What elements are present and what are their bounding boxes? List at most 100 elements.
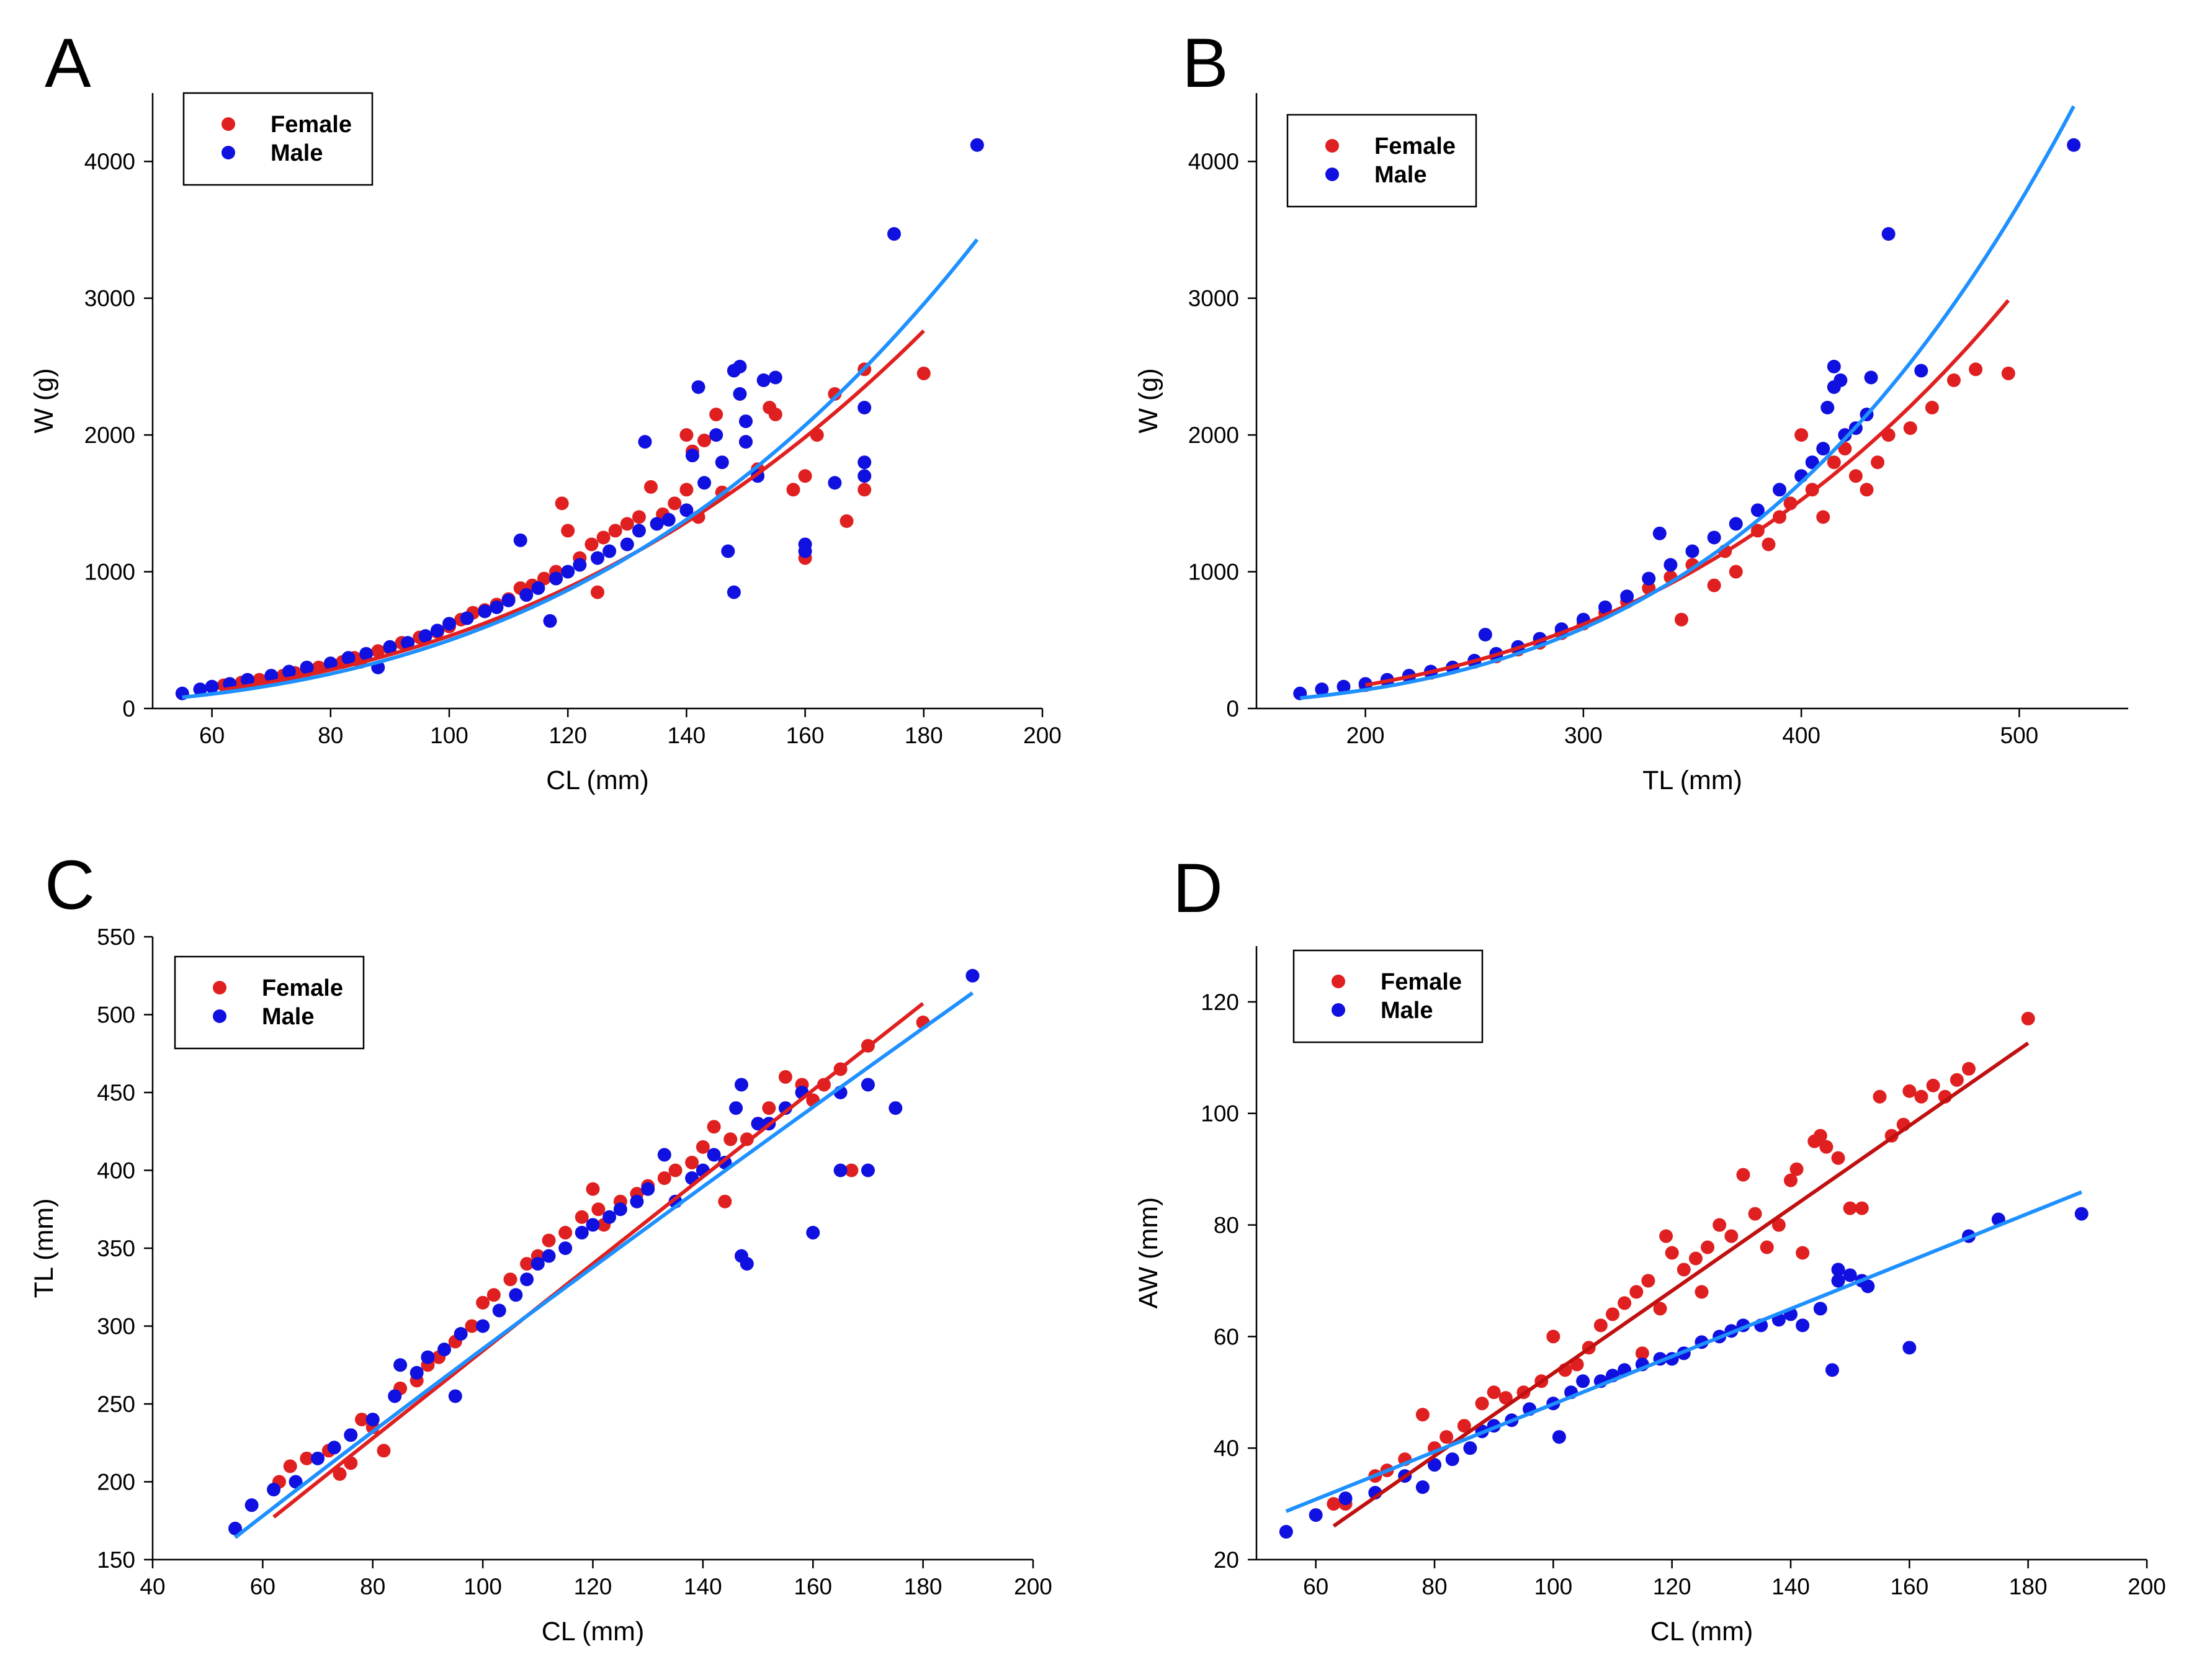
data-point-male <box>721 544 735 558</box>
data-point-female <box>1947 373 1961 387</box>
data-point-male <box>740 1257 754 1271</box>
data-point-male <box>707 1148 721 1162</box>
y-tick-label: 500 <box>97 1003 135 1028</box>
data-point-male <box>602 544 617 558</box>
x-tick-label: 60 <box>199 723 225 748</box>
fit-line-female <box>1332 1041 2030 1528</box>
data-point-female <box>591 585 604 599</box>
data-point-male <box>970 138 984 152</box>
x-tick-label: 500 <box>2000 723 2039 748</box>
panel-a: A60 80 100 120 140 160 180 20001000200030004000… <box>29 24 1062 795</box>
x-axis-title: CL (mm) <box>546 766 649 795</box>
data-point-female <box>1914 1089 1928 1104</box>
data-point-female <box>1707 578 1721 592</box>
data-point-female <box>1796 1246 1810 1260</box>
legend: Female Male <box>1286 114 1477 208</box>
data-point-male <box>359 646 374 661</box>
data-point-female <box>679 428 694 442</box>
fit-line-female <box>1365 299 2010 687</box>
data-point-male <box>1827 359 1841 373</box>
data-point-male <box>1831 1262 1845 1277</box>
panel-label: A <box>45 24 91 102</box>
series-female <box>1358 362 2015 692</box>
data-point-male <box>1861 1279 1875 1294</box>
data-point-male <box>697 476 712 490</box>
data-point-male <box>573 558 587 572</box>
data-point-male <box>798 537 812 552</box>
data-point-male <box>282 664 296 679</box>
data-point-female <box>486 1288 501 1302</box>
x-tick-label: 100 <box>1534 1574 1572 1599</box>
data-point-male <box>1881 227 1896 241</box>
data-point-female <box>1629 1285 1644 1299</box>
data-point-male <box>1552 1430 1566 1444</box>
data-point-male <box>1415 1480 1430 1495</box>
data-point-female <box>668 1163 683 1177</box>
data-point-female <box>300 1451 314 1465</box>
data-point-female <box>2001 366 2015 380</box>
data-point-female <box>1729 565 1743 579</box>
series-male <box>175 138 984 700</box>
data-point-male <box>205 679 219 694</box>
x-tick-label: 200 <box>2128 1574 2166 1599</box>
panel-label: D <box>1173 849 1223 927</box>
data-point-male <box>531 581 545 596</box>
legend-label-female: Female <box>262 975 343 1001</box>
fit-line-male <box>1299 105 2075 700</box>
data-point-male <box>1825 1363 1839 1377</box>
legend-box <box>174 955 365 1050</box>
data-point-male <box>1315 682 1329 697</box>
legend-marker-female <box>1332 975 1345 988</box>
data-point-female <box>1794 428 1809 442</box>
panel-b: B 200 300 400 500 0 1000 2000 3000 4000 TL (mm) W (… <box>1134 24 2128 795</box>
data-point-male <box>857 455 872 470</box>
data-point-female <box>1843 1201 1857 1215</box>
data-point-female <box>503 1272 517 1287</box>
data-point-male <box>685 449 699 463</box>
data-point-male <box>602 1210 617 1224</box>
y-axis-title: AW (mm) <box>1134 1197 1163 1309</box>
data-point-male <box>323 656 338 671</box>
legend-marker-female <box>222 117 235 131</box>
data-point-male <box>430 623 444 638</box>
data-point-female <box>476 1295 490 1310</box>
data-point-female <box>1641 1274 1655 1288</box>
data-point-female <box>1653 1302 1667 1316</box>
data-point-female <box>584 537 599 552</box>
x-tick-label: 80 <box>360 1574 385 1599</box>
data-point-male <box>620 537 634 552</box>
data-point-male <box>437 1343 452 1357</box>
data-point-female <box>283 1459 297 1473</box>
y-tick-label: 200 <box>97 1470 135 1495</box>
y-axis-title: W (g) <box>1134 368 1163 433</box>
data-point-male <box>586 1218 600 1232</box>
data-point-female <box>1813 1128 1827 1143</box>
x-tick-label: 40 <box>140 1574 165 1599</box>
legend-label-male: Male <box>1381 998 1433 1024</box>
data-point-female <box>668 496 682 511</box>
data-point-female <box>542 1233 556 1248</box>
data-point-female <box>596 530 611 545</box>
data-point-female <box>1816 510 1830 524</box>
data-point-female <box>723 1132 738 1146</box>
data-point-male <box>401 636 415 650</box>
data-point-male <box>1902 1341 1917 1355</box>
data-point-female <box>1659 1229 1673 1243</box>
x-tick-label: 100 <box>430 723 468 748</box>
data-point-male <box>2067 138 2081 152</box>
data-point-male <box>289 1475 303 1489</box>
data-point-male <box>715 455 729 470</box>
data-point-male <box>575 1225 589 1240</box>
data-point-male <box>1445 1452 1459 1467</box>
data-point-male <box>1598 600 1612 614</box>
x-tick-label: 120 <box>574 1574 612 1599</box>
data-point-female <box>1873 1089 1887 1104</box>
data-point-female <box>1748 1207 1762 1221</box>
data-point-female <box>844 1163 859 1177</box>
y-tick-label: 20 <box>1214 1547 1239 1573</box>
data-point-male <box>1707 530 1721 545</box>
x-tick-label: 180 <box>904 1574 943 1599</box>
data-point-female <box>555 496 569 511</box>
data-point-female <box>1695 1285 1709 1299</box>
